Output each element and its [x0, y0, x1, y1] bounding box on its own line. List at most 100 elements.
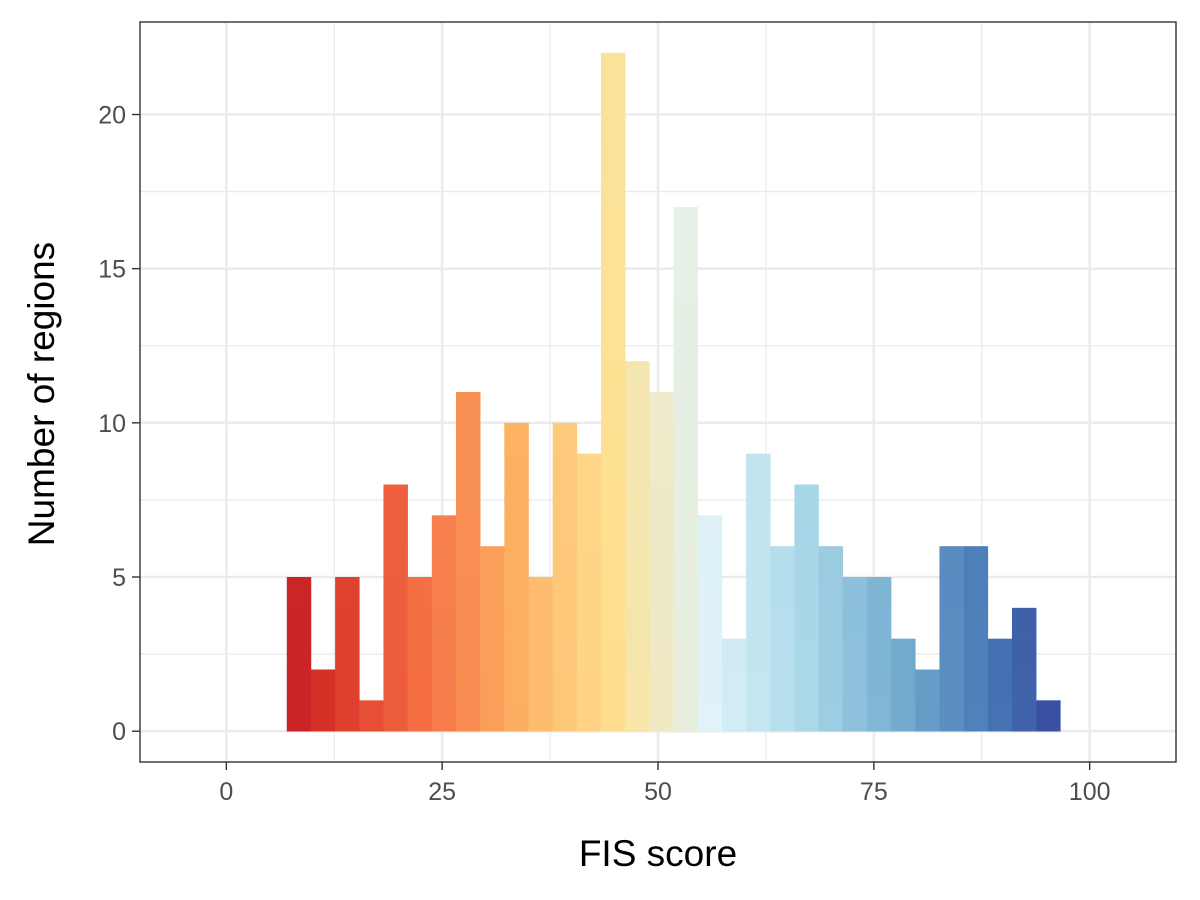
- histogram-bar-segment: [915, 669, 940, 701]
- histogram-bar-segment: [286, 577, 312, 609]
- histogram-bar-segment: [770, 577, 795, 609]
- histogram-bar: [552, 422, 578, 732]
- histogram-bar-segment: [455, 422, 481, 454]
- histogram-bar-segment: [746, 638, 771, 670]
- histogram-bar-segment: [987, 669, 1013, 701]
- histogram-bar-segment: [601, 484, 626, 516]
- histogram-bar-segment: [697, 669, 723, 701]
- histogram-bar-segment: [576, 700, 602, 732]
- histogram-bar-segment: [794, 484, 819, 516]
- histogram-bar-segment: [625, 422, 650, 454]
- histogram-bar-segment: [625, 515, 650, 547]
- histogram-bar-segment: [552, 577, 578, 609]
- histogram-bar-segment: [770, 700, 795, 732]
- y-tick-label: 15: [98, 256, 126, 284]
- histogram-bar-segment: [842, 669, 868, 701]
- histogram-bar: [383, 484, 408, 732]
- histogram-bar-segment: [286, 669, 312, 701]
- histogram-bar-segment: [939, 700, 964, 732]
- histogram-bar-segment: [673, 453, 699, 485]
- histogram-bar-segment: [504, 607, 529, 639]
- histogram-bar-segment: [866, 700, 892, 732]
- histogram-bar-segment: [601, 669, 626, 701]
- histogram-bar-segment: [431, 607, 457, 639]
- histogram-bar-segment: [963, 607, 989, 639]
- histogram-bar-segment: [335, 607, 360, 639]
- histogram-bar-segment: [721, 669, 747, 701]
- histogram-bar-segment: [504, 700, 529, 732]
- histogram-bar-segment: [649, 638, 674, 670]
- histogram-bar-segment: [866, 638, 892, 670]
- histogram-bar: [721, 638, 747, 732]
- histogram-bar-segment: [770, 669, 795, 701]
- histogram-bar-segment: [818, 700, 844, 732]
- histogram-bar-segment: [818, 577, 844, 609]
- histogram-bar-segment: [625, 361, 650, 393]
- histogram-bar-segment: [383, 700, 408, 732]
- histogram-bar-segment: [794, 607, 819, 639]
- histogram-bar-segment: [697, 607, 723, 639]
- histogram-bar-segment: [746, 515, 771, 547]
- histogram-bar-segment: [746, 577, 771, 609]
- histogram-bar-segment: [818, 607, 844, 639]
- histogram-bar-segment: [504, 577, 529, 609]
- histogram-bar-segment: [1011, 638, 1037, 670]
- y-tick-label: 10: [98, 410, 126, 438]
- y-axis-ticks: 0 5 10 15 20: [98, 102, 140, 746]
- x-tick-label: 50: [644, 778, 672, 806]
- histogram-bar-segment: [625, 453, 650, 485]
- histogram-bar-segment: [1011, 669, 1037, 701]
- histogram-bar-segment: [552, 607, 578, 639]
- histogram-bar-segment: [552, 669, 578, 701]
- histogram-bar-segment: [480, 669, 505, 701]
- histogram-bar-segment: [504, 484, 529, 516]
- histogram-bar-segment: [455, 392, 481, 424]
- histogram-bar-segment: [673, 638, 699, 670]
- histogram-bar-segment: [697, 577, 723, 609]
- histogram-bar-segment: [601, 700, 626, 732]
- histogram-bar-segment: [310, 669, 336, 701]
- histogram-bar: [818, 546, 844, 732]
- histogram-bar-segment: [673, 607, 699, 639]
- histogram-bar-segment: [407, 669, 433, 701]
- histogram-bars: [286, 52, 1061, 732]
- histogram-bar-segment: [818, 669, 844, 701]
- histogram-bar-segment: [504, 515, 529, 547]
- histogram-bar-segment: [383, 669, 408, 701]
- histogram-bar: [286, 577, 312, 732]
- histogram-bar-segment: [746, 546, 771, 578]
- histogram-bar-segment: [455, 577, 481, 609]
- histogram-bar-segment: [576, 453, 602, 485]
- histogram-bar-segment: [939, 607, 964, 639]
- histogram-bar-segment: [649, 546, 674, 578]
- histogram-bar-segment: [818, 546, 844, 578]
- histogram-bar: [939, 546, 964, 732]
- histogram-bar-segment: [576, 607, 602, 639]
- histogram-bar: [480, 546, 505, 732]
- histogram-bar-segment: [601, 330, 626, 362]
- histogram-bar-segment: [625, 546, 650, 578]
- histogram-bar-segment: [601, 83, 626, 115]
- histogram-bar-segment: [939, 669, 964, 701]
- histogram-bar-segment: [625, 607, 650, 639]
- histogram-bar-segment: [649, 392, 674, 424]
- histogram-bar-segment: [407, 700, 433, 732]
- histogram-bar-segment: [939, 546, 964, 578]
- histogram-bar-segment: [576, 484, 602, 516]
- histogram-bar-segment: [455, 484, 481, 516]
- x-tick-label: 0: [219, 778, 233, 806]
- histogram-bar: [915, 669, 940, 732]
- histogram-bar-segment: [310, 700, 336, 732]
- histogram-bar-segment: [383, 638, 408, 670]
- histogram-bar-segment: [576, 515, 602, 547]
- histogram-bar-segment: [286, 607, 312, 639]
- histogram-bar-segment: [746, 700, 771, 732]
- histogram-bar-segment: [601, 268, 626, 300]
- histogram-bar: [649, 392, 674, 732]
- histogram-bar-segment: [842, 607, 868, 639]
- histogram-bar-segment: [1011, 700, 1037, 732]
- histogram-bar: [625, 361, 650, 732]
- histogram-bar-segment: [673, 392, 699, 424]
- histogram-bar-segment: [455, 669, 481, 701]
